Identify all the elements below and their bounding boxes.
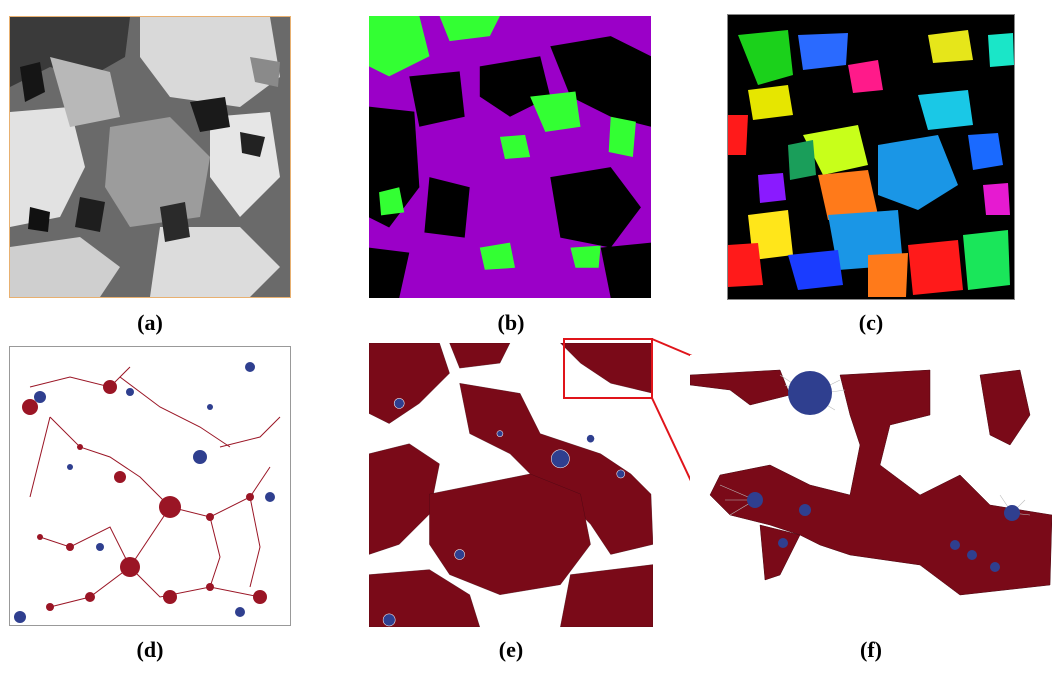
- caption-e: (e): [498, 637, 524, 662]
- caption-c: (c): [858, 310, 884, 335]
- panel-d-pore-network: [9, 346, 291, 626]
- panel-f-zoomed-mesh: [690, 355, 1052, 605]
- panel-c-pore-labels: [727, 14, 1015, 300]
- panel-a-grayscale-image: [9, 16, 291, 298]
- panel-e-mesh-network: [369, 343, 653, 627]
- caption-d: (d): [136, 637, 164, 662]
- caption-f: (f): [860, 637, 882, 662]
- panel-b-segmentation: [369, 16, 651, 298]
- caption-b: (b): [497, 310, 525, 335]
- caption-a: (a): [137, 310, 163, 335]
